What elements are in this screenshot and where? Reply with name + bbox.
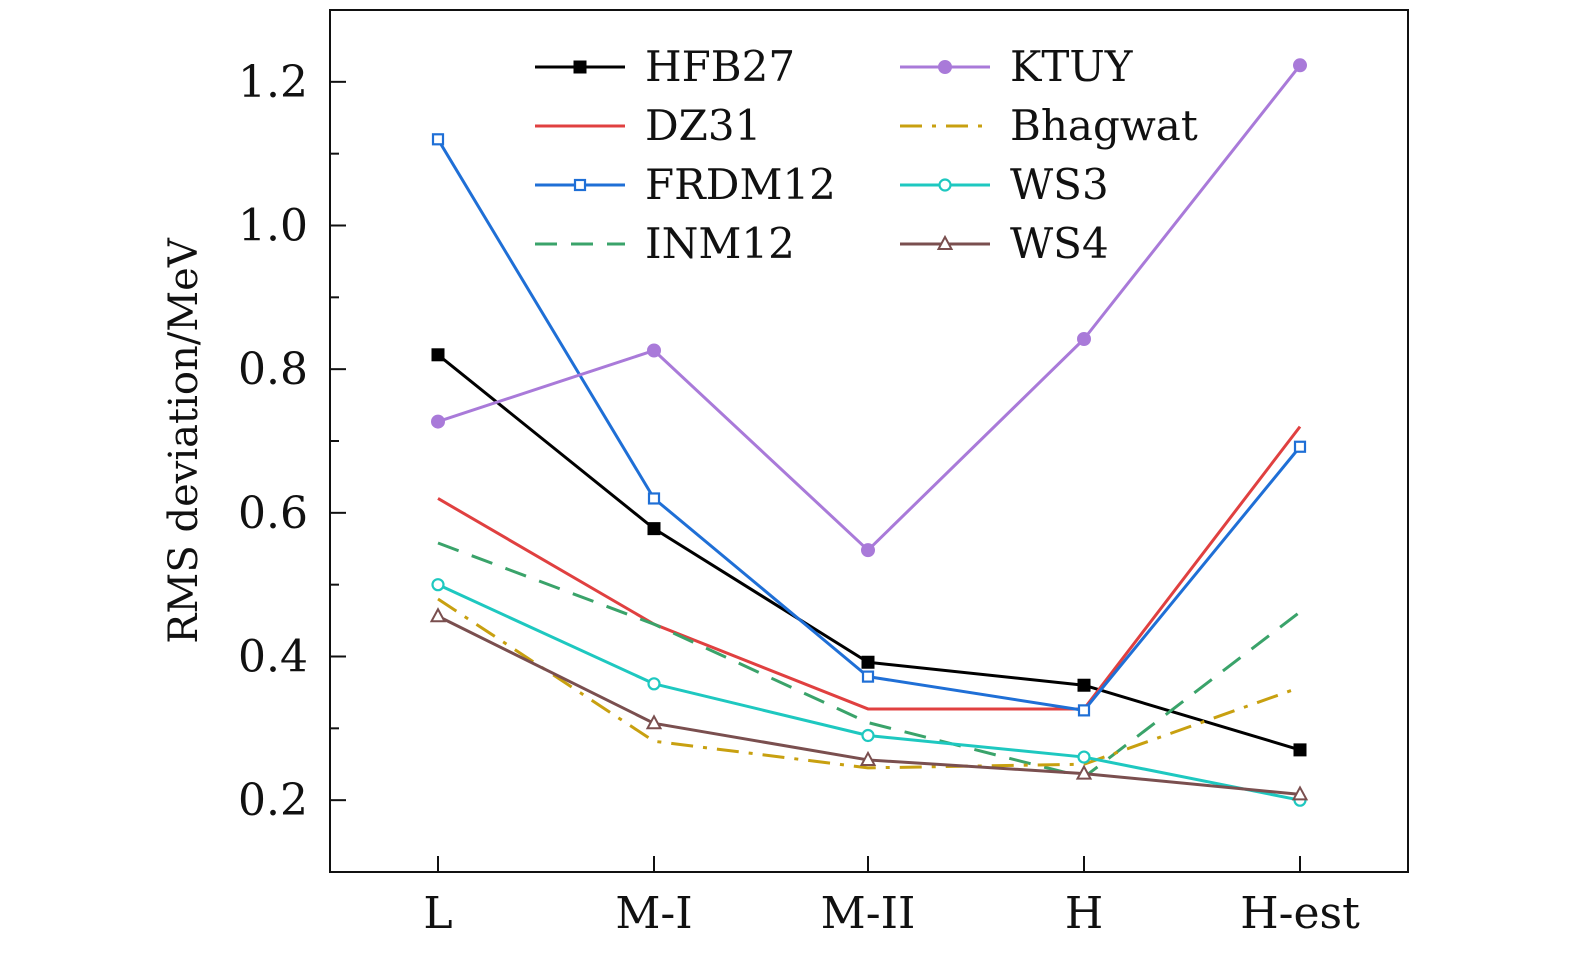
data-point-hfb27 bbox=[647, 522, 661, 536]
legend-label-ws4: WS4 bbox=[1010, 219, 1109, 268]
y-tick-label: 0.8 bbox=[238, 344, 308, 395]
series-line-frdm12 bbox=[436, 138, 1302, 712]
y-tick-label: 1.0 bbox=[238, 201, 308, 252]
legend-label-frdm12: FRDM12 bbox=[645, 160, 836, 209]
series-bhagwat bbox=[437, 597, 1301, 770]
x-tick-label: M-I bbox=[615, 888, 692, 939]
data-point-ktuy bbox=[1293, 58, 1307, 73]
data-point-hfb27 bbox=[1293, 743, 1307, 757]
series-inm12 bbox=[437, 541, 1301, 779]
data-point-ws4 bbox=[645, 714, 663, 730]
legend: HFB27 DZ31 FRDM12 INM12 KTUY Bhagwat WS3 WS4 bbox=[535, 42, 1198, 268]
series-ws4 bbox=[429, 607, 1309, 801]
legend-label-inm12: INM12 bbox=[645, 219, 795, 268]
legend-marker-ws3 bbox=[938, 178, 952, 192]
y-tick-label: 0.2 bbox=[238, 775, 308, 826]
data-point-hfb27 bbox=[861, 655, 875, 669]
data-point-frdm12 bbox=[861, 670, 875, 683]
data-point-ws4 bbox=[429, 607, 447, 623]
x-tick-label: M-II bbox=[821, 888, 916, 939]
legend-label-ktuy: KTUY bbox=[1010, 42, 1134, 91]
data-point-ktuy bbox=[1077, 331, 1091, 346]
series-frdm12 bbox=[431, 133, 1307, 717]
x-tick-label: L bbox=[423, 888, 452, 939]
legend-marker-ws4 bbox=[936, 234, 954, 250]
y-axis-title: RMS deviation/MeV bbox=[161, 237, 207, 644]
legend-marker-frdm12 bbox=[573, 178, 587, 192]
legend-label-ws3: WS3 bbox=[1010, 160, 1109, 209]
data-point-frdm12 bbox=[1077, 704, 1091, 717]
x-tick-label: H-est bbox=[1240, 888, 1360, 939]
data-point-hfb27 bbox=[1077, 678, 1091, 692]
data-point-frdm12 bbox=[647, 492, 661, 505]
series-hfb27 bbox=[431, 348, 1307, 757]
series-line-bhagwat bbox=[437, 597, 1301, 770]
legend-label-hfb27: HFB27 bbox=[645, 42, 795, 91]
data-point-frdm12 bbox=[431, 133, 445, 146]
series-ws3 bbox=[431, 578, 1307, 807]
data-point-ws4 bbox=[1291, 785, 1309, 801]
data-point-ws3 bbox=[1077, 750, 1091, 764]
data-point-ws4 bbox=[859, 750, 877, 766]
series-dz31 bbox=[437, 425, 1302, 711]
data-point-ktuy bbox=[431, 414, 445, 429]
data-point-ktuy bbox=[647, 343, 661, 358]
y-tick-label: 0.4 bbox=[238, 632, 308, 683]
data-point-ktuy bbox=[861, 543, 875, 558]
y-tick-label: 1.2 bbox=[238, 57, 308, 108]
plot-frame bbox=[329, 9, 1409, 873]
legend-label-dz31: DZ31 bbox=[645, 101, 761, 150]
x-tick-label: H bbox=[1065, 888, 1103, 939]
data-point-ws4 bbox=[1075, 764, 1093, 780]
legend-label-bhagwat: Bhagwat bbox=[1010, 101, 1198, 150]
series-ktuy bbox=[431, 58, 1307, 558]
data-point-hfb27 bbox=[431, 348, 445, 362]
data-point-ws3 bbox=[861, 728, 875, 743]
series-line-dz31 bbox=[437, 425, 1302, 711]
series-line-inm12 bbox=[437, 541, 1301, 779]
data-point-ws3 bbox=[647, 677, 661, 691]
legend-marker-ktuy bbox=[938, 60, 952, 74]
legend-marker-hfb27 bbox=[573, 60, 587, 74]
data-point-ws3 bbox=[431, 578, 445, 592]
y-tick-label: 0.6 bbox=[238, 488, 308, 539]
data-point-frdm12 bbox=[1293, 440, 1307, 453]
